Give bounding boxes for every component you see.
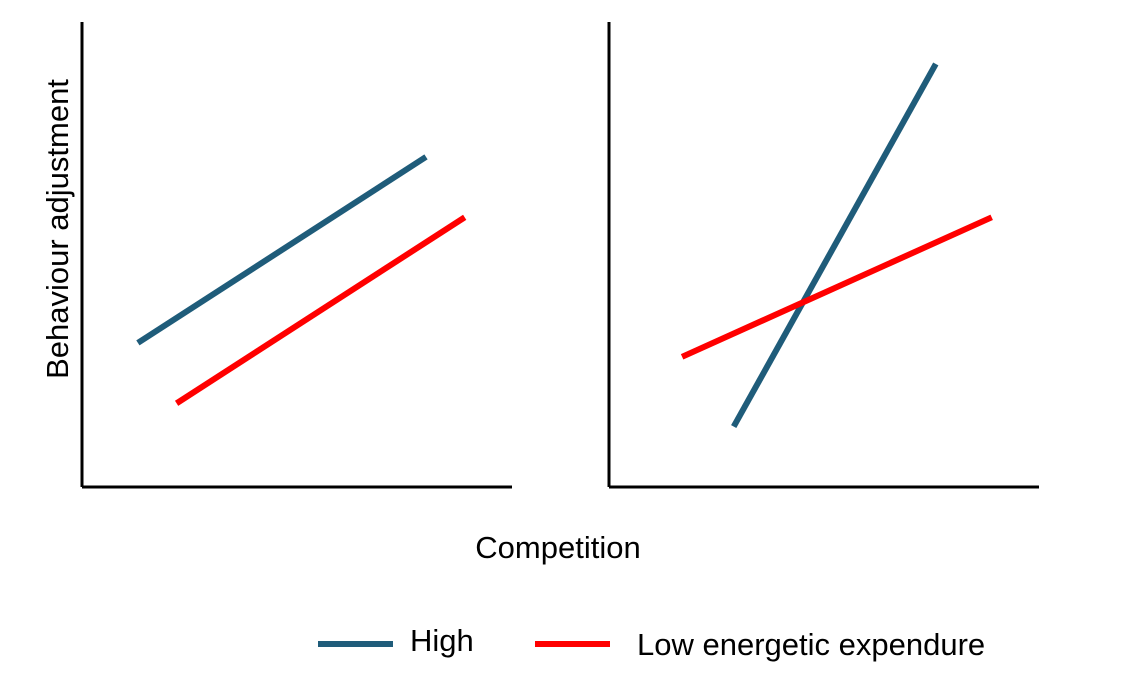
y-axis-title: Behaviour adjustment bbox=[40, 79, 75, 379]
left-panel-series bbox=[136, 154, 467, 406]
legend-label-high: High bbox=[410, 623, 474, 658]
legend: High Low energetic expendure bbox=[318, 623, 985, 662]
right-panel bbox=[607, 22, 1039, 489]
left-panel-series-low-energetic-expendure bbox=[174, 214, 467, 406]
legend-item-low-energetic-expendure: Low energetic expendure bbox=[535, 627, 985, 662]
right-panel-series-low-energetic-expendure bbox=[680, 214, 993, 360]
right-panel-series bbox=[680, 62, 993, 429]
right-panel-series-high bbox=[731, 62, 939, 429]
legend-item-high: High bbox=[318, 623, 474, 658]
left-panel-series-high bbox=[136, 154, 428, 346]
left-panel bbox=[80, 22, 512, 489]
legend-label-low-energetic-expendure: Low energetic expendure bbox=[637, 627, 985, 662]
x-axis-title: Competition bbox=[475, 530, 640, 565]
